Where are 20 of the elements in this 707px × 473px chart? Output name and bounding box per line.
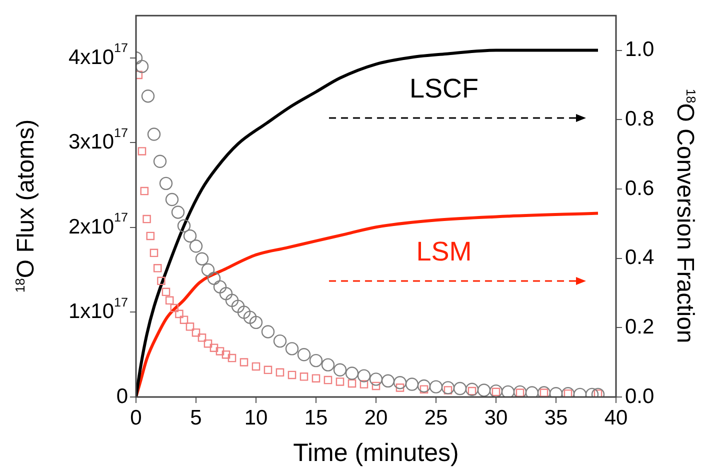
x-tick-label: 40 bbox=[604, 406, 628, 430]
series-label: LSM bbox=[416, 236, 472, 267]
x-tick-label: 5 bbox=[190, 406, 202, 430]
x-tick-label: 10 bbox=[244, 406, 268, 430]
y2-tick-label: 0.8 bbox=[625, 107, 654, 130]
x-tick-label: 25 bbox=[424, 406, 448, 430]
y2-tick-label: 0.2 bbox=[625, 315, 654, 338]
x-tick-label: 20 bbox=[364, 406, 388, 430]
series-label: LSCF bbox=[409, 74, 479, 104]
y2-tick-label: 0.6 bbox=[625, 176, 654, 200]
x-tick-label: 35 bbox=[544, 406, 568, 430]
y-tick-label: 0 bbox=[116, 384, 128, 408]
line-series bbox=[136, 212, 600, 397]
x-tick-label: 30 bbox=[484, 406, 508, 430]
y2-tick-label: 0.4 bbox=[625, 246, 655, 270]
x-axis-title: Time (minutes) bbox=[293, 438, 459, 467]
line-series bbox=[136, 48, 600, 397]
y2-tick-label: 1.0 bbox=[625, 38, 654, 62]
x-tick-label: 15 bbox=[304, 406, 328, 430]
y2-tick-label: 0.0 bbox=[625, 384, 654, 408]
